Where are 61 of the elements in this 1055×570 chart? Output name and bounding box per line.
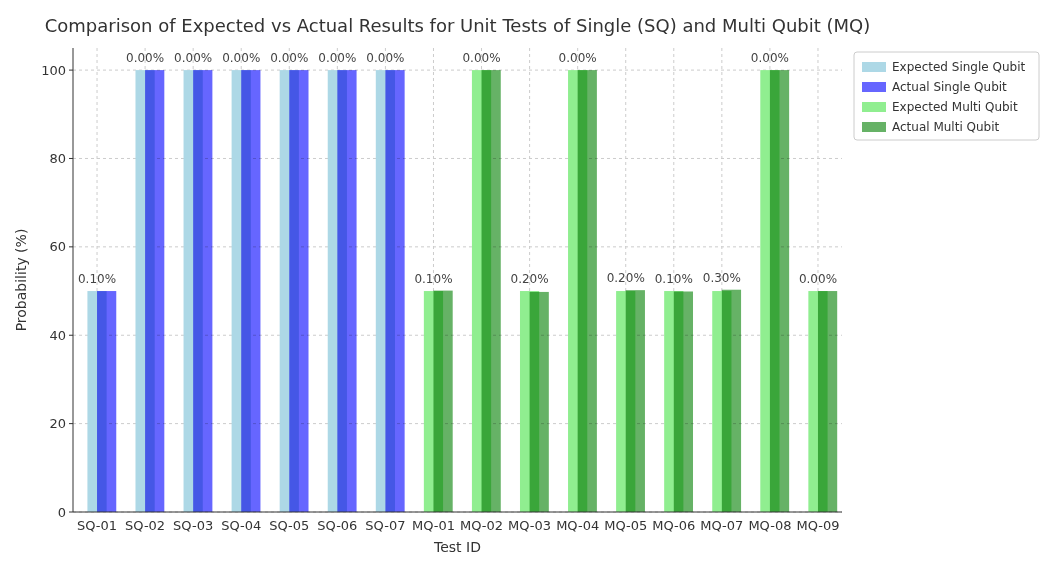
annotation: 0.30% xyxy=(702,270,741,285)
x-tick-label: MQ-03 xyxy=(508,518,552,533)
y-tick-label: 60 xyxy=(49,239,66,255)
y-axis-title: Probability (%) xyxy=(13,228,29,332)
annotation: 0.00% xyxy=(366,51,405,66)
x-tick-label: MQ-01 xyxy=(411,518,455,533)
x-tick-label: SQ-03 xyxy=(173,518,214,533)
legend-label: Expected Multi Qubit xyxy=(892,100,1018,114)
bar xyxy=(241,70,261,512)
y-tick-label: 20 xyxy=(49,416,66,432)
bar xyxy=(529,291,549,512)
annotation: 0.00% xyxy=(558,51,597,66)
bar xyxy=(721,289,742,512)
bar xyxy=(145,70,165,512)
bar xyxy=(817,291,838,512)
annotation: 0.00% xyxy=(318,51,357,66)
annotation: 0.00% xyxy=(126,51,165,66)
annotation: 0.10% xyxy=(654,272,693,287)
y-tick-label: 0 xyxy=(57,504,66,520)
legend-label: Actual Multi Qubit xyxy=(892,120,1000,134)
x-tick-label: MQ-08 xyxy=(748,518,792,533)
x-tick-label: SQ-04 xyxy=(221,518,262,533)
x-axis-title: Test ID xyxy=(433,539,481,555)
chart-title: Comparison of Expected vs Actual Results for Unit Tests of Single (SQ) and Multi Qubit (MQ) xyxy=(44,15,871,36)
bar xyxy=(481,70,501,512)
legend-label: Actual Single Qubit xyxy=(892,80,1008,94)
x-tick-label: SQ-01 xyxy=(76,518,118,533)
bar xyxy=(289,70,309,512)
x-tick-label: SQ-05 xyxy=(269,518,310,533)
bar xyxy=(97,291,117,512)
bar xyxy=(193,70,213,512)
y-tick-label: 40 xyxy=(49,327,66,343)
y-tick-label: 100 xyxy=(41,62,66,78)
x-tick-label: MQ-06 xyxy=(652,518,696,533)
annotation: 0.00% xyxy=(222,51,261,66)
bar xyxy=(673,291,694,512)
annotation: 0.00% xyxy=(270,51,309,66)
annotation: 0.10% xyxy=(77,272,117,287)
bar xyxy=(625,290,645,512)
annotation: 0.00% xyxy=(798,272,838,287)
x-tick-label: MQ-04 xyxy=(556,518,600,533)
bar xyxy=(577,70,597,512)
y-tick-label: 80 xyxy=(49,151,66,167)
bar xyxy=(337,70,357,512)
x-tick-label: SQ-02 xyxy=(125,518,166,533)
bar xyxy=(769,70,790,512)
annotation: 0.00% xyxy=(462,51,501,66)
annotation: 0.20% xyxy=(606,271,645,286)
x-tick-label: MQ-05 xyxy=(604,518,648,533)
annotation: 0.00% xyxy=(174,51,213,66)
x-tick-label: SQ-07 xyxy=(365,518,406,533)
annotation: 0.20% xyxy=(510,272,549,287)
x-tick-label: SQ-06 xyxy=(317,518,358,533)
bar xyxy=(433,290,453,512)
x-tick-label: MQ-02 xyxy=(460,518,504,533)
x-tick-label: MQ-07 xyxy=(700,518,744,533)
bar xyxy=(385,70,405,512)
annotation: 0.00% xyxy=(750,51,789,66)
annotation: 0.10% xyxy=(414,271,453,286)
legend-label: Expected Single Qubit xyxy=(892,60,1026,74)
x-tick-label: MQ-09 xyxy=(796,518,840,533)
